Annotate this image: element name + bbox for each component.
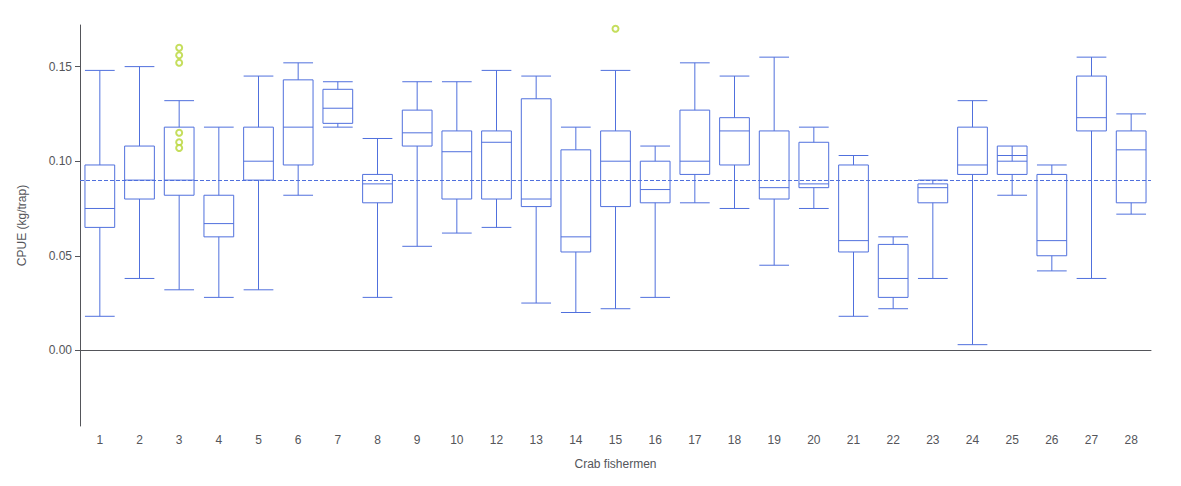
svg-text:0.10: 0.10 [49, 154, 73, 168]
svg-text:6: 6 [295, 433, 302, 447]
svg-text:20: 20 [807, 433, 821, 447]
svg-text:0.15: 0.15 [49, 60, 73, 74]
svg-text:4: 4 [215, 433, 222, 447]
svg-text:13: 13 [529, 433, 543, 447]
svg-text:14: 14 [569, 433, 583, 447]
svg-text:18: 18 [728, 433, 742, 447]
svg-text:9: 9 [414, 433, 421, 447]
svg-text:24: 24 [966, 433, 980, 447]
svg-text:1: 1 [96, 433, 103, 447]
svg-text:0.00: 0.00 [49, 343, 73, 357]
svg-text:25: 25 [1005, 433, 1019, 447]
svg-text:15: 15 [609, 433, 623, 447]
svg-text:8: 8 [374, 433, 381, 447]
svg-text:5: 5 [255, 433, 262, 447]
svg-text:27: 27 [1085, 433, 1099, 447]
svg-text:0.05: 0.05 [49, 249, 73, 263]
svg-text:23: 23 [926, 433, 940, 447]
svg-text:28: 28 [1124, 433, 1138, 447]
svg-text:26: 26 [1045, 433, 1059, 447]
svg-text:19: 19 [767, 433, 781, 447]
svg-text:17: 17 [688, 433, 702, 447]
svg-text:2: 2 [136, 433, 143, 447]
svg-text:CPUE (kg/trap): CPUE (kg/trap) [15, 185, 29, 266]
svg-text:3: 3 [176, 433, 183, 447]
svg-text:7: 7 [334, 433, 341, 447]
svg-text:21: 21 [847, 433, 861, 447]
svg-text:16: 16 [648, 433, 662, 447]
svg-text:Crab fishermen: Crab fishermen [574, 457, 656, 471]
svg-text:12: 12 [490, 433, 504, 447]
svg-text:22: 22 [886, 433, 900, 447]
svg-text:10: 10 [450, 433, 464, 447]
